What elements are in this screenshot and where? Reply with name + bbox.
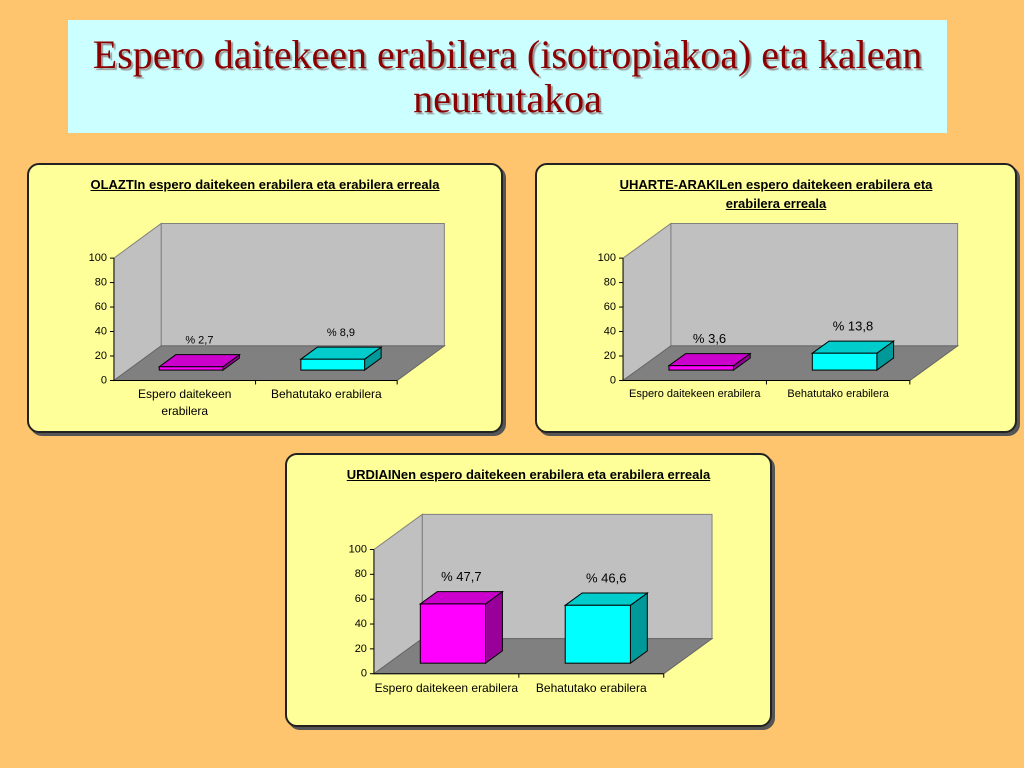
y-tick-label: 20 bbox=[604, 350, 616, 362]
y-tick-label: 60 bbox=[95, 301, 107, 313]
chart-title: URDIAINen espero daitekeen erabilera eta… bbox=[346, 467, 711, 482]
y-tick-label: 60 bbox=[355, 593, 367, 605]
bar bbox=[668, 365, 734, 371]
x-tick-label: Espero daitekeen erabilera bbox=[628, 388, 761, 401]
plot: 0 20 40 60 80 100 % 47,7 % 46,6 bbox=[349, 513, 714, 680]
y-tick-label: 100 bbox=[89, 252, 107, 264]
y-tick-label: 40 bbox=[355, 618, 367, 630]
value-label: % 2,7 bbox=[185, 335, 213, 347]
x-tick-label: Espero daitekeen erabilera bbox=[138, 387, 232, 419]
y-tick-label: 80 bbox=[95, 276, 107, 288]
x-tick-label: Behatutako erabilera bbox=[535, 680, 647, 695]
chart-panel: 0 20 40 60 80 100 % 3,6 % 13,8 Espero daitekeen … bbox=[535, 163, 1017, 433]
chart-panel: 0 20 40 60 80 100 % 2,7 % 8,9 Espero daitekeen e… bbox=[27, 163, 503, 433]
y-tick-label: 20 bbox=[355, 643, 367, 655]
value-label: % 47,7 bbox=[441, 569, 481, 584]
x-tick-label: Behatutako erabilera bbox=[787, 388, 889, 401]
bar bbox=[158, 366, 224, 371]
y-tick-label: 20 bbox=[95, 350, 107, 362]
bar bbox=[811, 352, 878, 371]
x-tick-label: Espero daitekeen erabilera bbox=[374, 680, 519, 695]
y-tick-label: 40 bbox=[604, 325, 616, 337]
back-wall bbox=[160, 223, 445, 347]
y-tick-label: 100 bbox=[349, 543, 367, 555]
back-wall bbox=[670, 223, 959, 347]
chart-panel: 0 20 40 60 80 100 % 47,7 % 46,6 Espero daitekeen… bbox=[285, 453, 772, 727]
plot: 0 20 40 60 80 100 % 2,7 % 8,9 bbox=[89, 222, 446, 386]
value-label: % 13,8 bbox=[833, 319, 873, 334]
y-tick-label: 100 bbox=[598, 252, 616, 264]
y-tick-label: 0 bbox=[361, 668, 367, 680]
chart-title: OLAZTIn espero daitekeen erabilera eta e… bbox=[90, 177, 440, 192]
chart-title: UHARTE-ARAKILen espero daitekeen erabile… bbox=[619, 177, 933, 211]
y-tick-label: 0 bbox=[610, 374, 616, 386]
value-label: % 3,6 bbox=[693, 331, 726, 346]
bar bbox=[419, 603, 487, 664]
x-tick-label: Behatutako erabilera bbox=[270, 387, 382, 402]
plot: 0 20 40 60 80 100 % 3,6 % 13,8 bbox=[598, 222, 960, 386]
y-tick-label: 80 bbox=[604, 276, 616, 288]
y-tick-label: 40 bbox=[95, 325, 107, 337]
slide-title: Espero daitekeen erabilera (isotropiakoa… bbox=[68, 20, 947, 133]
value-label: % 8,9 bbox=[327, 327, 355, 339]
y-tick-label: 0 bbox=[101, 374, 107, 386]
bar bbox=[300, 358, 366, 371]
bar bbox=[564, 604, 631, 664]
y-tick-label: 60 bbox=[604, 301, 616, 313]
value-label: % 46,6 bbox=[586, 570, 626, 585]
y-tick-label: 80 bbox=[355, 568, 367, 580]
